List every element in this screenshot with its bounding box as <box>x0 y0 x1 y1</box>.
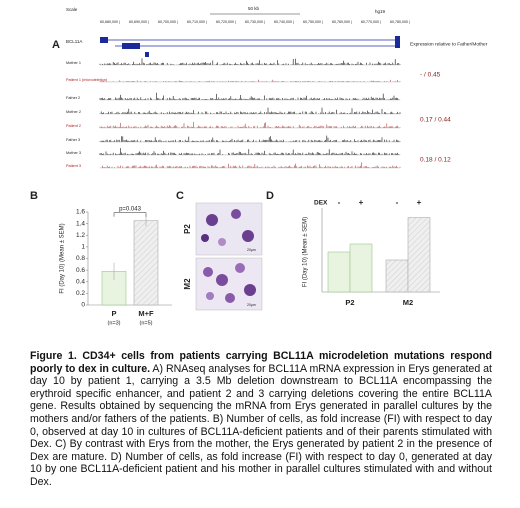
track-label: Mother 3 <box>66 151 81 155</box>
scale-bar-label: 50 kb <box>248 6 260 11</box>
track-label: Mother 2 <box>66 110 81 114</box>
signal-track <box>99 92 401 100</box>
y-tick-label: 0 <box>81 302 85 309</box>
coordinates: 60,680,000 | 60,690,000 | 60,700,000 | 60,7… <box>100 20 410 24</box>
y-tick-label: 0.6 <box>76 267 85 274</box>
panel-label: D <box>266 190 274 202</box>
track-label: Mother 1 <box>66 61 81 65</box>
legend-entry: + <box>359 198 364 207</box>
coordinate: 60,680,000 | <box>100 20 120 24</box>
micrograph <box>195 202 263 311</box>
caption-title: Figure 1. CD34+ cells from patients carr… <box>30 350 492 375</box>
scale-label: Scale <box>66 7 78 12</box>
caption-text: A) RNAseq analyses for BCL11A mRNA expre… <box>30 362 492 488</box>
legend-entry: + <box>417 198 422 207</box>
y-tick-label: 0.2 <box>76 290 85 297</box>
ratio: 0.17 / 0.44 <box>420 117 451 124</box>
y-tick-label: 0.4 <box>76 278 85 285</box>
caption: Figure 1. CD34+ cells from patients carr… <box>30 350 492 489</box>
coordinate: 60,750,000 | <box>303 20 323 24</box>
track-label: Patient 2 <box>66 124 81 128</box>
scale-label: 20µm <box>247 248 256 252</box>
coordinate: 60,730,000 | <box>245 20 265 24</box>
category-note: (n=3) <box>108 320 121 326</box>
bar <box>385 259 409 293</box>
gene-model <box>100 36 400 57</box>
coordinate: 60,700,000 | <box>158 20 178 24</box>
coordinate: 60,770,000 | <box>361 20 381 24</box>
x-tick-label: P2 <box>345 298 354 307</box>
legend-title: DEX <box>314 200 328 207</box>
panel-label: B <box>30 190 38 202</box>
y-tick-label: 1.6 <box>76 209 85 216</box>
x-tick-label: M+F <box>138 309 154 318</box>
y-tick-label: 1.2 <box>76 232 85 239</box>
track-label: Patient 1 (microdeletion) <box>66 78 108 82</box>
tracks: Mother 1 Patient 1 (microdeletion) Father … <box>66 58 401 169</box>
bar <box>327 251 351 293</box>
signal-track <box>99 135 401 142</box>
signal-track <box>99 58 401 65</box>
x-tick-label: P <box>111 309 116 318</box>
y-axis-label: FI (Day 10) (Mean ± SEM) <box>60 223 66 293</box>
row-label: P2 <box>183 224 192 234</box>
ratio: 0.18 / 0.12 <box>420 157 451 164</box>
track-label: Father 2 <box>66 96 80 100</box>
legend-entry: - <box>396 198 399 207</box>
significance-bracket <box>113 212 147 217</box>
category-note: (n=5) <box>140 320 153 326</box>
coordinate: 60,690,000 | <box>129 20 149 24</box>
signal-track <box>99 148 401 155</box>
assembly: hg19 <box>375 9 386 14</box>
signal-track <box>99 162 401 168</box>
legend-entry: - <box>338 198 341 207</box>
coordinate: 60,720,000 | <box>216 20 236 24</box>
bar <box>407 217 431 293</box>
y-tick-label: 0.8 <box>76 255 85 262</box>
panel-label: A <box>52 39 60 51</box>
x-tick-label: M2 <box>403 298 413 307</box>
signal-track <box>99 79 401 82</box>
row-label: M2 <box>183 278 192 290</box>
bar <box>349 243 373 293</box>
signal-track <box>99 107 401 114</box>
annotation: p=0.043 <box>119 206 142 212</box>
coordinate: 60,740,000 | <box>274 20 294 24</box>
signal-track <box>99 121 401 128</box>
panel-label: C <box>176 190 184 202</box>
figure: A B C D Scale 50 kb hg19 60,680,000 | 60,… <box>30 6 488 326</box>
y-axis-label: FI (Day 10) (Mean ± SEM) <box>303 217 309 287</box>
coordinate: 60,780,000 | <box>390 20 410 24</box>
track-label: Patient 3 <box>66 164 81 168</box>
track-label: Father 3 <box>66 138 80 142</box>
y-tick-label: 1 <box>81 244 85 251</box>
y-tick-label: 1.4 <box>76 220 85 227</box>
coordinate: 60,710,000 | <box>187 20 207 24</box>
ratio: - / 0.45 <box>420 72 441 79</box>
gene-label: BCL11A <box>66 39 82 44</box>
coordinate: 60,760,000 | <box>332 20 352 24</box>
scale-label: 20µm <box>247 303 256 307</box>
bar <box>133 220 159 306</box>
expression-header: Expression relative to Father/Mother <box>410 41 488 47</box>
